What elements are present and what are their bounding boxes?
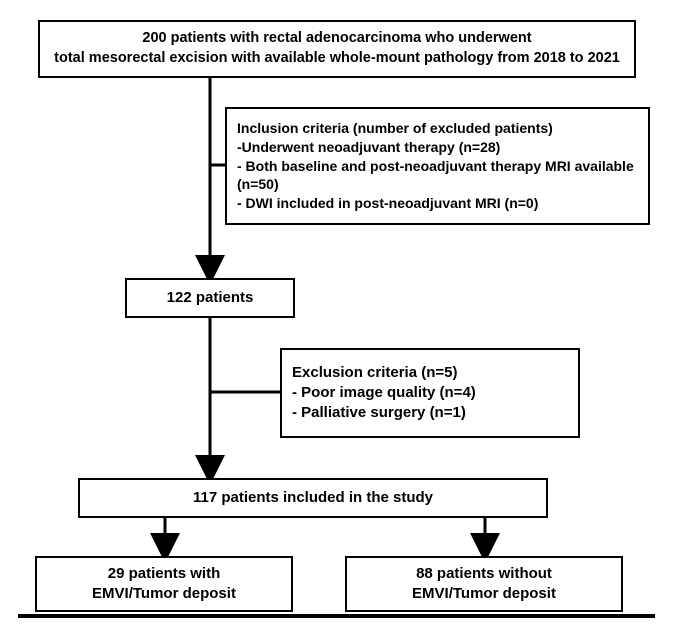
node-result-without: 88 patients without EMVI/Tumor deposit (345, 556, 623, 612)
bottom-rule (18, 614, 655, 618)
exclusion-item1: - Poor image quality (n=4) (292, 384, 476, 401)
node-stage2: 117 patients included in the study (78, 478, 548, 518)
stage2-text: 117 patients included in the study (193, 489, 433, 506)
result-without-line2: EMVI/Tumor deposit (412, 585, 556, 602)
stage1-text: 122 patients (167, 289, 254, 306)
result-without-line1: 88 patients without (416, 565, 552, 582)
flow-arrows (0, 0, 675, 629)
result-with-line1: 29 patients with (108, 565, 221, 582)
node-stage1: 122 patients (125, 278, 295, 318)
inclusion-item3: - DWI included in post-neoadjuvant MRI (… (237, 195, 538, 211)
node-inclusion: Inclusion criteria (number of excluded p… (225, 107, 650, 225)
node-cohort: 200 patients with rectal adenocarcinoma … (38, 20, 636, 78)
inclusion-item2: - Both baseline and post-neoadjuvant the… (237, 158, 634, 193)
flowchart-canvas: 200 patients with rectal adenocarcinoma … (0, 0, 675, 629)
node-exclusion: Exclusion criteria (n=5) - Poor image qu… (280, 348, 580, 438)
cohort-line1: 200 patients with rectal adenocarcinoma … (142, 30, 531, 46)
exclusion-item2: - Palliative surgery (n=1) (292, 404, 466, 421)
result-with-line2: EMVI/Tumor deposit (92, 585, 236, 602)
inclusion-title: Inclusion criteria (number of excluded p… (237, 120, 553, 136)
node-result-with: 29 patients with EMVI/Tumor deposit (35, 556, 293, 612)
exclusion-title: Exclusion criteria (n=5) (292, 364, 457, 381)
cohort-line2: total mesorectal excision with available… (54, 50, 620, 66)
inclusion-item1: -Underwent neoadjuvant therapy (n=28) (237, 139, 500, 155)
